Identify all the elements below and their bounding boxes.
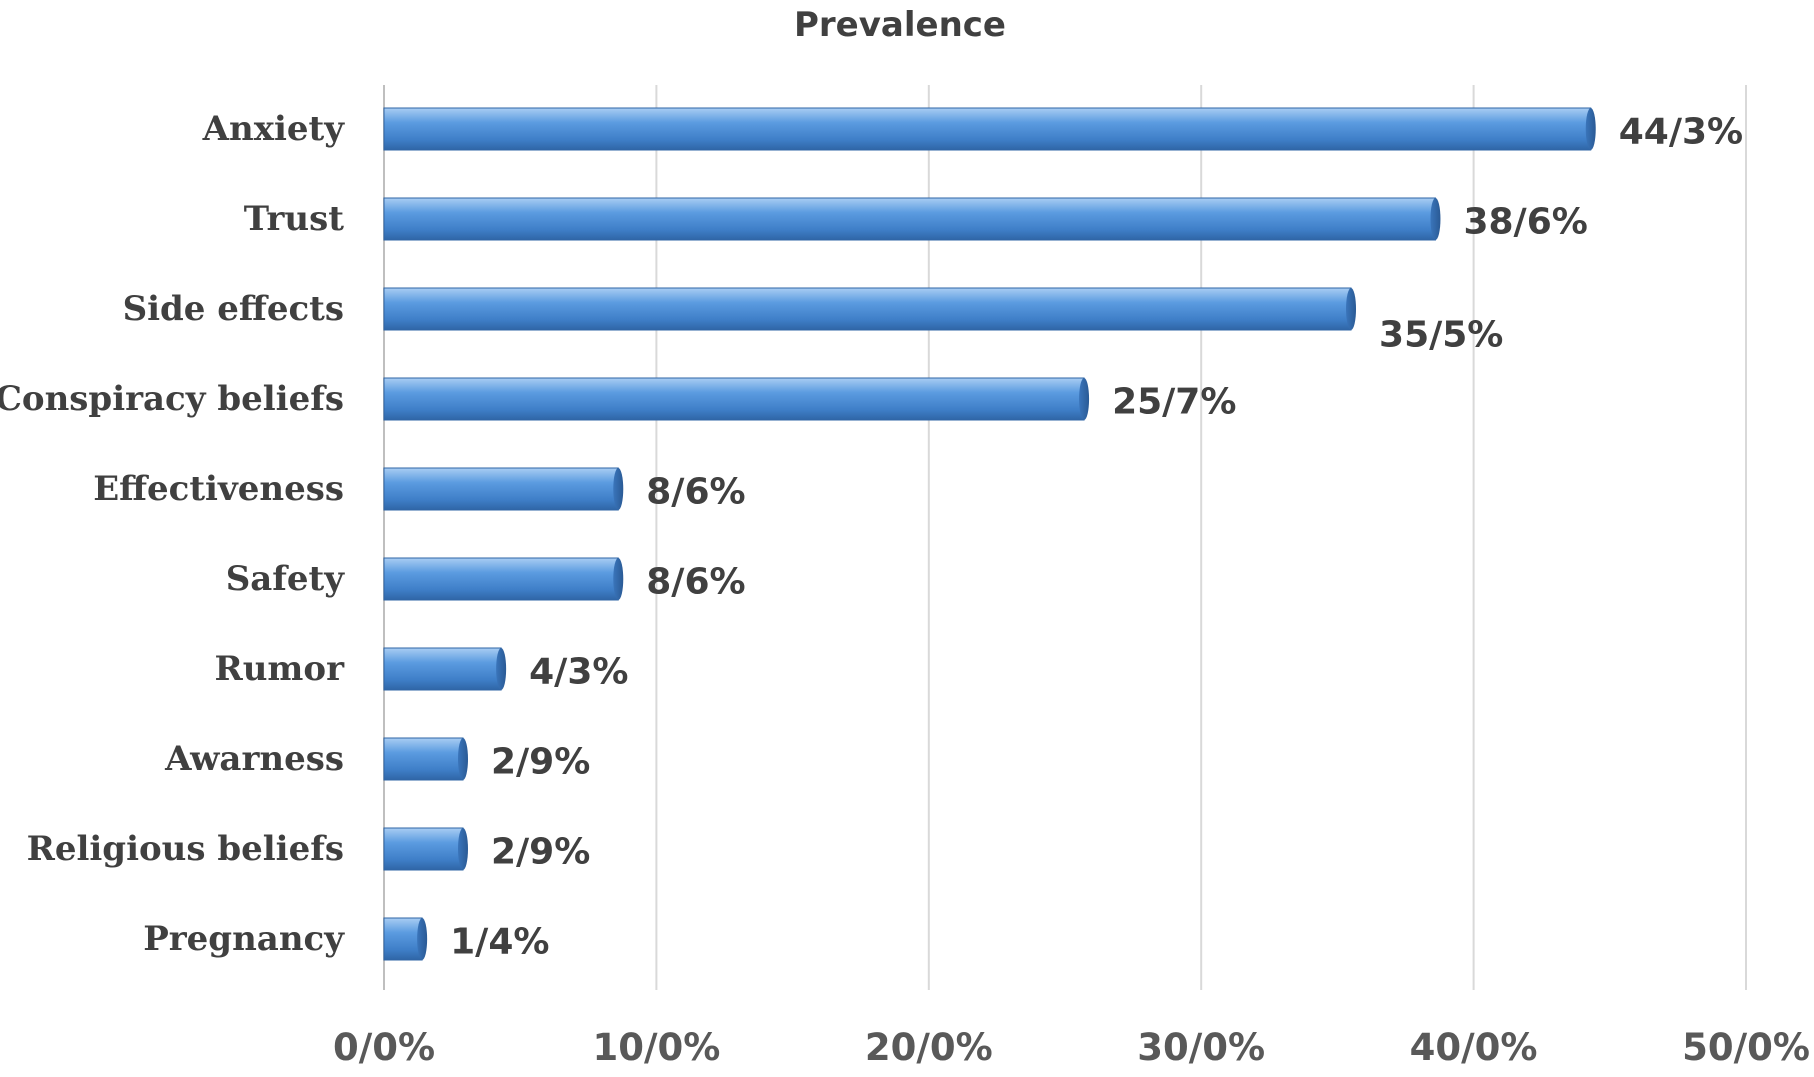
- bar-cap: [613, 468, 624, 510]
- bars: [383, 107, 1596, 961]
- data-label: 35/5%: [1379, 315, 1503, 356]
- bar-body: [383, 107, 1592, 151]
- bar: [383, 377, 1090, 421]
- bar-body: [383, 917, 423, 961]
- bar-cap: [496, 648, 507, 690]
- bar-body: [383, 737, 464, 781]
- bar: [383, 737, 468, 781]
- bar: [383, 107, 1596, 151]
- category-label: Trust: [244, 199, 345, 239]
- bar-body: [383, 287, 1352, 331]
- bar-cap: [417, 918, 428, 960]
- bar-cap: [1430, 198, 1441, 240]
- data-label: 38/6%: [1463, 202, 1587, 243]
- value-labels: 44/3% 38/6% 35/5% 25/7% 8/6% 8/6% 4/3% 2/9% 2/9%…: [450, 112, 1743, 963]
- bar: [383, 557, 624, 601]
- x-tick-label: 20/0%: [865, 1026, 993, 1069]
- bar-body: [383, 377, 1085, 421]
- bar-cap: [1346, 288, 1357, 330]
- data-label: 2/9%: [491, 832, 590, 873]
- x-tick-label: 40/0%: [1410, 1026, 1538, 1069]
- category-label: Rumor: [214, 649, 345, 689]
- bar-cap: [457, 738, 468, 780]
- bar: [383, 827, 468, 871]
- bar: [383, 287, 1357, 331]
- category-label: Safety: [226, 559, 346, 599]
- bar: [383, 197, 1441, 241]
- bar-body: [383, 467, 619, 511]
- bar: [383, 467, 624, 511]
- data-label: 25/7%: [1112, 382, 1236, 423]
- data-label: 8/6%: [646, 562, 745, 603]
- data-label: 1/4%: [450, 922, 549, 963]
- category-labels: Anxiety Trust Side effects Conspiracy belie…: [0, 109, 345, 959]
- data-label: 4/3%: [529, 652, 628, 693]
- category-label: Side effects: [123, 289, 344, 329]
- category-label: Pregnancy: [143, 919, 345, 959]
- x-tick-label: 30/0%: [1137, 1026, 1265, 1069]
- x-tick-label: 10/0%: [592, 1026, 720, 1069]
- bar-cap: [613, 558, 624, 600]
- chart-title: Prevalence: [794, 5, 1006, 45]
- x-tick-label: 50/0%: [1682, 1026, 1810, 1069]
- data-label: 2/9%: [491, 742, 590, 783]
- category-label: Religious beliefs: [27, 829, 344, 869]
- bar: [383, 917, 428, 961]
- bar: [383, 647, 507, 691]
- x-tick-label: 0/0%: [333, 1026, 435, 1069]
- category-label: Anxiety: [202, 109, 346, 149]
- category-label: Awarness: [164, 739, 344, 779]
- category-label: Effectiveness: [93, 469, 344, 509]
- data-label: 44/3%: [1619, 112, 1743, 153]
- bar-body: [383, 827, 464, 871]
- data-label: 8/6%: [646, 472, 745, 513]
- category-label: Conspiracy beliefs: [0, 379, 344, 419]
- bar-body: [383, 557, 619, 601]
- bar-body: [383, 647, 502, 691]
- x-axis-tick-labels: 0/0% 10/0% 20/0% 30/0% 40/0% 50/0%: [333, 1026, 1810, 1069]
- bar-cap: [1079, 378, 1090, 420]
- bar-body: [383, 197, 1436, 241]
- bar-cap: [457, 828, 468, 870]
- bar-cap: [1585, 108, 1596, 150]
